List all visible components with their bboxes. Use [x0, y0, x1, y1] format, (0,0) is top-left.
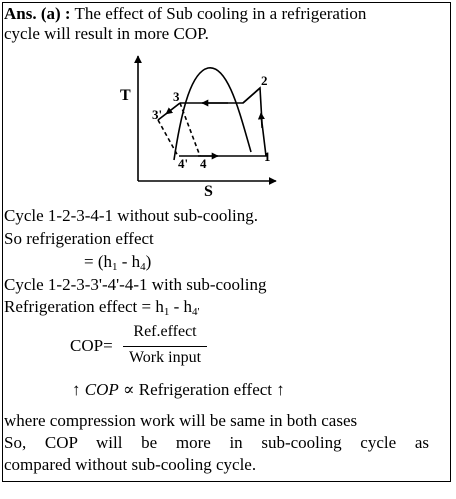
- point-label-4p: 4': [178, 156, 188, 171]
- ts-diagram: T S 3 3' 2 1 4' 4: [120, 55, 277, 198]
- answer-intro-1: The effect of Sub cooling in a refrigera…: [74, 4, 367, 23]
- conclusion-line-3: compared without sub-cooling cycle.: [4, 455, 257, 474]
- cop-numerator: Ref.effect: [133, 323, 197, 340]
- throttling-line-3-4: [179, 102, 201, 157]
- point-label-4: 4: [200, 156, 207, 171]
- answer-intro-2: cycle will result in more COP.: [4, 24, 209, 43]
- point-label-3p: 3': [152, 107, 162, 122]
- cycle-with-subcooling: Cycle 1-2-3-3'-4'-4-1 with sub-cooling: [4, 275, 267, 294]
- throttling-line-3p-4p: [157, 119, 179, 157]
- answer-line-1: Ans. (a) : The effect of Sub cooling in …: [4, 4, 366, 24]
- conclusion-line-2: So, COP will be more in sub-cooling cycl…: [4, 433, 429, 452]
- refrigeration-effect-with: Refrigeration effect = h1 - h4': [4, 297, 200, 318]
- conclusion-line-1: where compression work will be same in b…: [4, 411, 358, 430]
- cop-label: COP=: [70, 336, 113, 355]
- point-label-3: 3: [173, 89, 180, 104]
- up-arrow-icon: ↑: [72, 380, 81, 399]
- up-arrow-icon: ↑: [276, 380, 285, 399]
- fraction-bar: [123, 346, 207, 347]
- cycle-without-subcooling: Cycle 1-2-3-4-1 without sub-cooling.: [4, 206, 259, 225]
- refrigeration-effect-heading: So refrigeration effect: [4, 229, 154, 248]
- point-label-2: 2: [261, 73, 268, 88]
- refrigeration-effect-without: = (h1 - h4): [84, 252, 152, 273]
- point-label-1: 1: [264, 149, 271, 164]
- cycle-path: [179, 86, 267, 157]
- axes: [134, 55, 277, 185]
- cop-symbol: COP: [84, 380, 119, 399]
- proportional-symbol: ∝: [123, 380, 135, 399]
- proportionality-statement: ↑ COP ∝ Refrigeration effect ↑: [72, 380, 285, 400]
- axis-label-s: S: [204, 183, 213, 198]
- refrigeration-effect-term: Refrigeration effect: [138, 380, 273, 399]
- cop-denominator: Work input: [128, 349, 202, 366]
- axis-label-t: T: [120, 87, 131, 104]
- answer-label: Ans. (a) :: [4, 4, 71, 23]
- saturation-dome: [173, 67, 252, 161]
